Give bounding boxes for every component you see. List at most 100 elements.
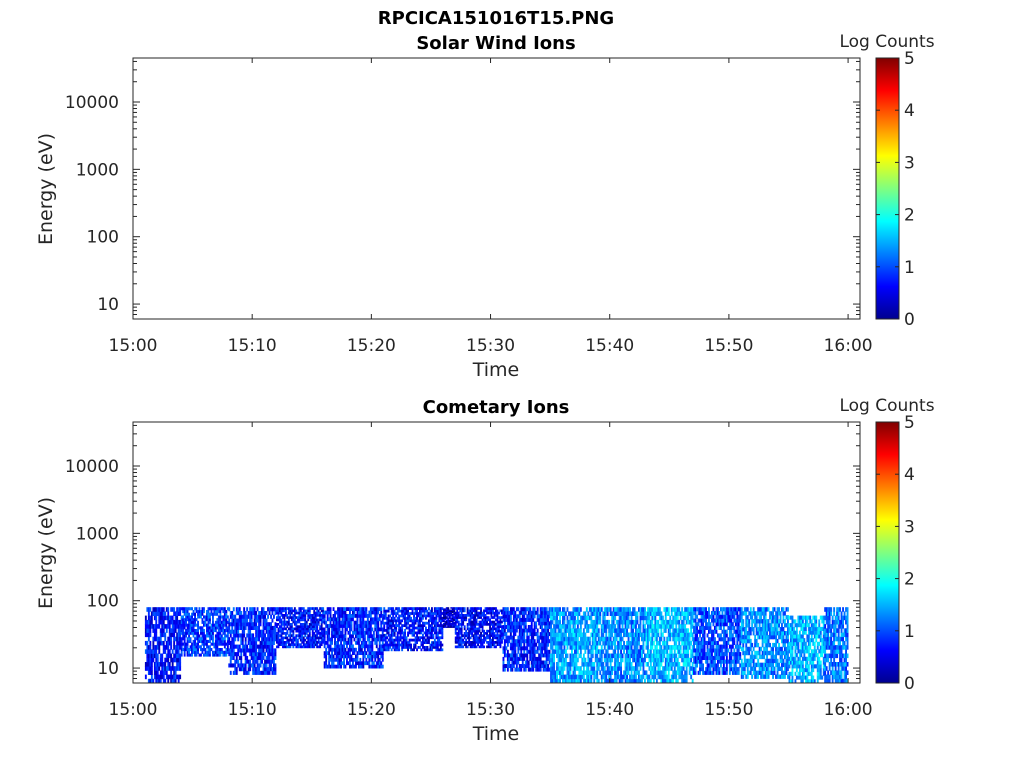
heatmap-cell	[639, 666, 642, 671]
heatmap-cell	[332, 620, 335, 625]
heatmap-cell	[486, 618, 488, 622]
heatmap-cell	[392, 643, 395, 647]
heatmap-cell	[293, 618, 296, 622]
heatmap-cell	[615, 662, 618, 667]
heatmap-cell	[234, 644, 237, 649]
heatmap-cell	[463, 636, 466, 640]
heatmap-cell	[629, 649, 631, 654]
heatmap-cell	[146, 628, 149, 633]
heatmap-cell	[614, 632, 617, 638]
heatmap-cell	[375, 654, 378, 659]
heatmap-cell	[499, 643, 502, 646]
heatmap-cell	[179, 645, 182, 650]
heatmap-cell	[514, 646, 517, 651]
heatmap-cell	[173, 645, 176, 650]
heatmap-cell	[223, 615, 226, 619]
heatmap-cell	[390, 621, 393, 625]
heatmap-cell	[539, 660, 542, 665]
heatmap-cell	[499, 618, 502, 622]
heatmap-cell	[282, 614, 284, 617]
heatmap-cell	[603, 624, 606, 629]
heatmap-cell	[381, 644, 384, 649]
heatmap-cell	[450, 620, 453, 623]
heatmap-cell	[249, 663, 252, 668]
heatmap-cell	[587, 628, 590, 633]
heatmap-cell	[223, 629, 226, 633]
heatmap-cell	[270, 644, 272, 649]
heatmap-cell	[527, 617, 530, 622]
heatmap-cell	[216, 623, 219, 627]
heatmap-cell	[593, 624, 596, 629]
heatmap-cell	[255, 652, 258, 657]
heatmap-cell	[192, 618, 195, 622]
heatmap-cell	[499, 629, 502, 633]
heatmap-cell	[244, 663, 247, 668]
heatmap-cell	[256, 618, 259, 623]
heatmap-cell	[626, 615, 628, 621]
heatmap-cell	[514, 653, 517, 658]
heatmap-cell	[442, 616, 445, 618]
heatmap-cell	[489, 609, 491, 613]
heatmap-cell	[441, 619, 444, 623]
heatmap-cell	[390, 633, 393, 637]
heatmap-cell	[225, 642, 228, 646]
heatmap-cell	[326, 614, 329, 618]
heatmap-cell	[521, 628, 524, 633]
heatmap-cell	[207, 639, 210, 643]
heatmap-cell	[492, 623, 494, 626]
heatmap-cell	[651, 632, 654, 638]
heatmap-cell	[492, 636, 494, 640]
heatmap-cell	[200, 639, 202, 643]
heatmap-cell	[155, 653, 158, 659]
heatmap-cell	[431, 612, 433, 615]
heatmap-cell	[189, 623, 192, 627]
heatmap-cell	[262, 622, 265, 627]
heatmap-cell	[448, 620, 451, 623]
heatmap-cell	[501, 620, 503, 624]
heatmap-cell	[234, 625, 237, 630]
heatmap-cell	[436, 643, 439, 647]
heatmap-cell	[633, 619, 636, 625]
heatmap-cell	[483, 638, 485, 642]
heatmap-cell	[331, 651, 333, 655]
heatmap-cell	[547, 610, 550, 615]
heatmap-cell	[428, 614, 430, 618]
heatmap-cell	[408, 607, 411, 610]
heatmap-cell	[320, 643, 323, 646]
heatmap-cell	[338, 637, 341, 642]
heatmap-cell	[416, 619, 418, 623]
heatmap-cell	[387, 633, 390, 637]
heatmap-cell	[334, 647, 336, 652]
heatmap-cell	[332, 661, 335, 666]
heatmap-cell	[279, 611, 281, 615]
heatmap-cell	[495, 618, 497, 622]
heatmap-cell	[377, 610, 380, 615]
heatmap-cell	[393, 626, 396, 630]
heatmap-cell	[559, 645, 561, 650]
heatmap-cell	[386, 624, 389, 627]
heatmap-cell	[156, 653, 159, 659]
heatmap-cell	[302, 641, 305, 644]
heatmap-cell	[587, 657, 590, 663]
heatmap-cell	[544, 639, 547, 644]
heatmap-cell	[244, 618, 247, 623]
heatmap-cell	[496, 618, 499, 622]
heatmap-cell	[328, 630, 331, 635]
heatmap-cell	[603, 678, 606, 684]
heatmap-cell	[460, 627, 463, 631]
heatmap-cell	[155, 670, 158, 675]
heatmap-cell	[326, 634, 329, 639]
heatmap-cell	[423, 612, 426, 615]
heatmap-cell	[331, 647, 333, 652]
heatmap-cell	[310, 636, 313, 640]
heatmap-cell	[642, 674, 645, 680]
heatmap-cell	[599, 640, 602, 646]
heatmap-cell	[422, 638, 424, 642]
heatmap-cell	[268, 637, 271, 642]
heatmap-cell	[247, 648, 250, 653]
heatmap-cell	[422, 646, 424, 649]
heatmap-cell	[468, 636, 471, 640]
heatmap-cell	[419, 609, 421, 613]
heatmap-cell	[276, 634, 278, 637]
heatmap-cell	[550, 611, 552, 616]
